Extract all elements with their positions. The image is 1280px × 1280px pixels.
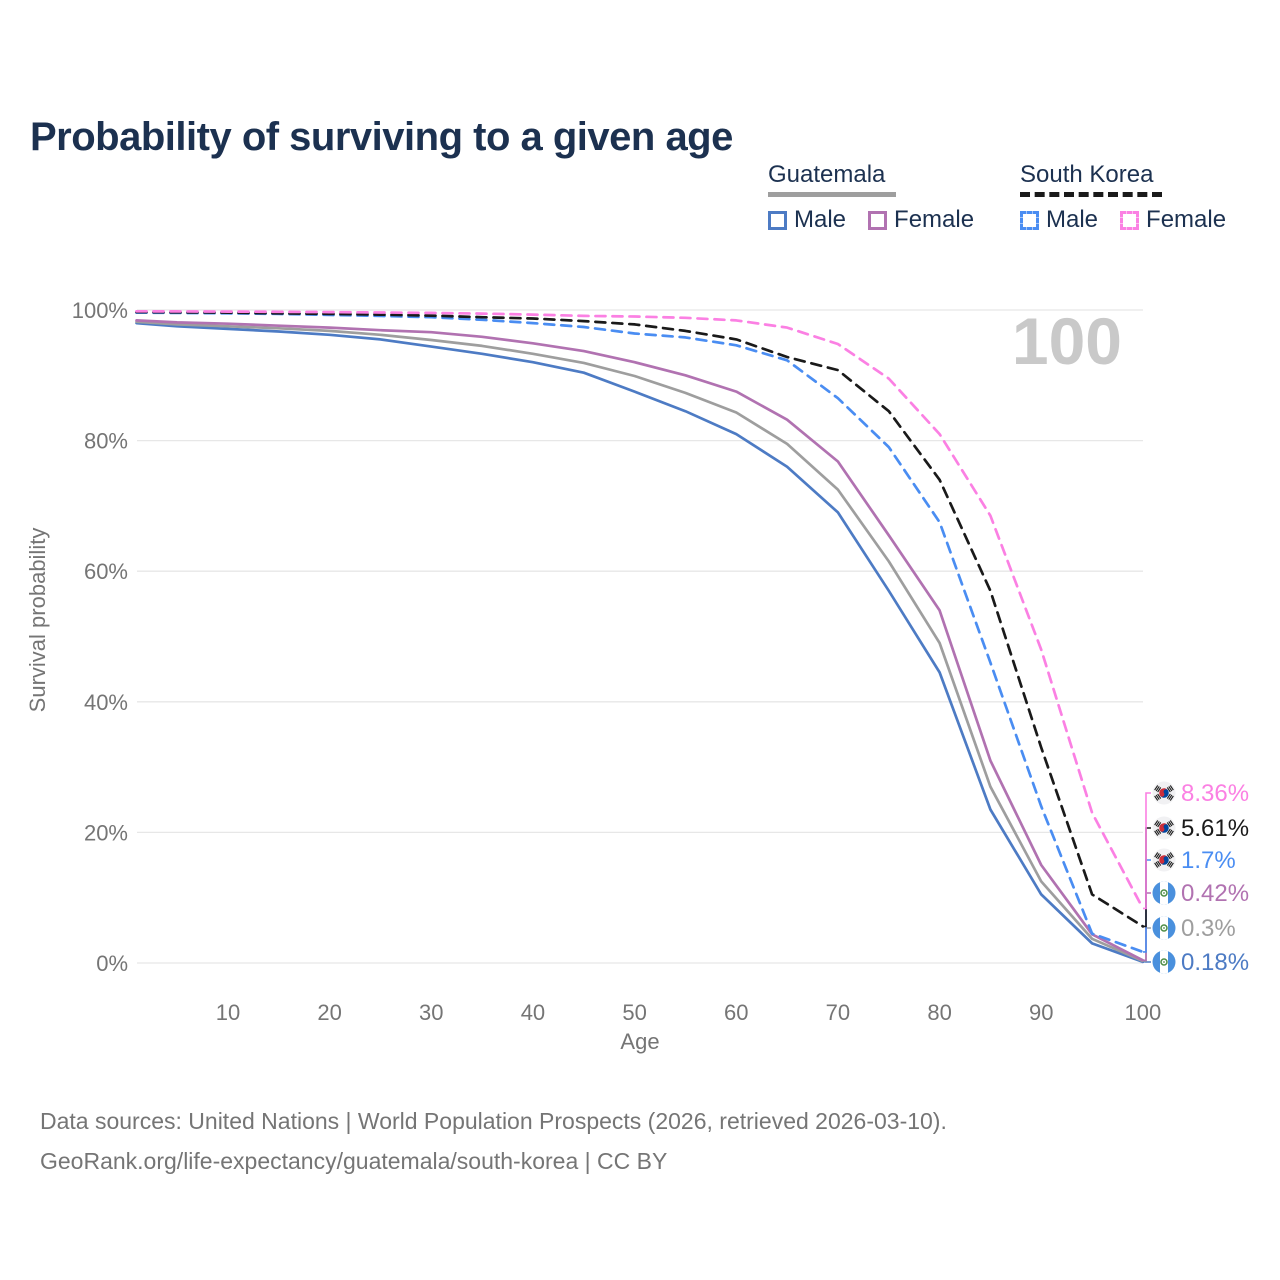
end-value-label-south-korea-female: 8.36% xyxy=(1181,780,1249,807)
legend-item-label: Male xyxy=(1046,206,1099,233)
x-tick-label: 20 xyxy=(317,1000,341,1025)
y-tick-label: 0% xyxy=(96,951,128,976)
end-value-label-guatemala-female: 0.42% xyxy=(1181,880,1249,907)
legend-line-sample-south-korea xyxy=(1020,192,1162,197)
legend-line-sample-guatemala xyxy=(768,192,896,197)
end-value-label-south-korea-both: 5.61% xyxy=(1181,815,1249,842)
end-value-label-south-korea-male: 1.7% xyxy=(1181,847,1236,874)
end-label-connector-south-korea-male xyxy=(1143,859,1151,953)
footer-attribution-link: GeoRank.org/life-expectancy/guatemala/so… xyxy=(40,1148,668,1174)
page-title: Probability of surviving to a given age xyxy=(30,114,733,159)
series-line-guatemala-both[interactable] xyxy=(135,320,1145,963)
x-tick-label: 70 xyxy=(826,1000,850,1025)
legend-item-label: Female xyxy=(1146,206,1227,233)
x-tick-label: 90 xyxy=(1029,1000,1053,1025)
footer-data-sources: Data sources: United Nations | World Pop… xyxy=(40,1108,947,1134)
legend-country-label-guatemala: Guatemala xyxy=(768,161,886,188)
legend-swatch-south-korea-male xyxy=(1020,210,1039,230)
y-tick-label: 20% xyxy=(84,820,128,845)
flag-south-korea-icon xyxy=(1152,848,1176,872)
legend-item-label: Female xyxy=(894,206,975,233)
x-tick-label: 100 xyxy=(1125,1000,1162,1025)
flag-south-korea-icon xyxy=(1152,781,1176,805)
series-line-guatemala-female[interactable] xyxy=(135,319,1145,962)
legend-swatch-guatemala-female xyxy=(868,210,888,230)
y-tick-label: 80% xyxy=(84,429,128,454)
legend-item-label: Male xyxy=(794,206,847,233)
series-line-south-korea-female[interactable] xyxy=(135,309,1145,910)
legend-item-south-korea-female[interactable]: Female xyxy=(1120,206,1226,234)
flag-guatemala-icon xyxy=(1152,950,1176,974)
end-label-connector-south-korea-female xyxy=(1143,792,1151,910)
series-line-guatemala-male[interactable] xyxy=(135,321,1145,964)
legend-item-guatemala-female[interactable]: Female xyxy=(868,206,974,234)
series-line-south-korea-both[interactable] xyxy=(135,310,1145,928)
y-tick-label: 60% xyxy=(84,559,128,584)
legend-item-guatemala-male[interactable]: Male xyxy=(768,206,846,234)
flag-south-korea-icon xyxy=(1152,816,1176,840)
legend-swatch-south-korea-female xyxy=(1120,210,1140,230)
x-tick-label: 60 xyxy=(724,1000,748,1025)
legend-country-label-south-korea: South Korea xyxy=(1020,161,1154,188)
series-line-south-korea-male[interactable] xyxy=(135,311,1145,954)
x-tick-label: 30 xyxy=(419,1000,443,1025)
end-value-label-guatemala-both: 0.3% xyxy=(1181,915,1236,942)
legend-swatch-guatemala-male xyxy=(768,210,787,230)
x-tick-label: 40 xyxy=(521,1000,545,1025)
flag-guatemala-icon xyxy=(1152,881,1176,905)
y-tick-label: 40% xyxy=(84,690,128,715)
x-tick-label: 50 xyxy=(622,1000,646,1025)
x-axis-title: Age xyxy=(620,1029,659,1054)
end-value-label-guatemala-male: 0.18% xyxy=(1181,949,1249,976)
x-tick-label: 10 xyxy=(216,1000,240,1025)
legend-item-south-korea-male[interactable]: Male xyxy=(1020,206,1098,234)
legend-group-south-korea: South Korea Male Female xyxy=(1020,161,1226,234)
flag-guatemala-icon xyxy=(1152,916,1176,940)
age-indicator-watermark: 100 xyxy=(1012,304,1122,378)
end-label-connector-south-korea-both xyxy=(1143,827,1151,928)
y-tick-label: 100% xyxy=(72,298,128,323)
legend-group-guatemala: Guatemala Male Female xyxy=(768,161,974,234)
end-label-connector-guatemala-both xyxy=(1143,927,1151,962)
y-axis-title: Survival probability xyxy=(25,528,50,713)
x-tick-label: 80 xyxy=(927,1000,951,1025)
